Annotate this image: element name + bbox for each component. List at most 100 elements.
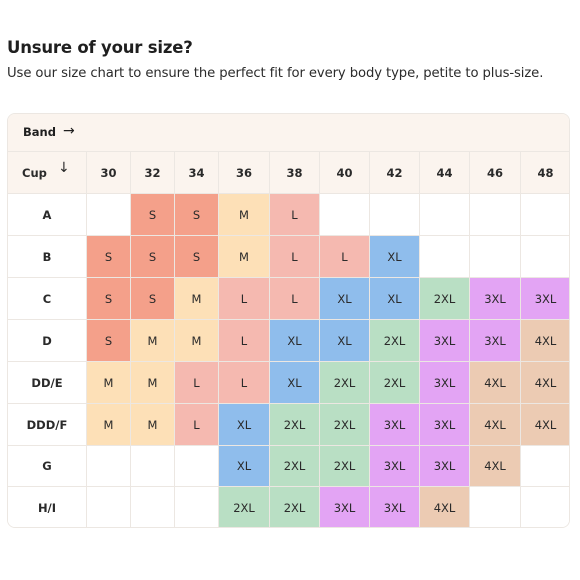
size-cell: 4XL: [470, 404, 521, 446]
size-cell: S: [175, 236, 219, 278]
band-header-42: 42: [370, 152, 420, 194]
size-cell: L: [219, 278, 270, 320]
size-cell: XL: [270, 362, 320, 404]
empty-cell: [521, 446, 569, 487]
empty-cell: [420, 194, 470, 236]
size-cell: 4XL: [521, 362, 569, 404]
cup-row-label: D: [8, 320, 87, 362]
empty-cell: [370, 194, 420, 236]
size-cell: 3XL: [370, 446, 420, 487]
size-cell: L: [320, 236, 370, 278]
cup-row-label: H/I: [8, 487, 87, 527]
size-cell: 2XL: [320, 404, 370, 446]
size-cell: 2XL: [420, 278, 470, 320]
size-cell: S: [131, 278, 175, 320]
size-cell: 2XL: [270, 404, 320, 446]
arrow-down-icon: ↓: [58, 160, 70, 176]
size-cell: L: [270, 236, 320, 278]
cup-row-label: DD/E: [8, 362, 87, 404]
size-cell: 2XL: [270, 487, 320, 527]
band-header-38: 38: [270, 152, 320, 194]
size-cell: M: [219, 194, 270, 236]
size-cell: 2XL: [370, 362, 420, 404]
size-cell: XL: [270, 320, 320, 362]
size-cell: S: [175, 194, 219, 236]
size-cell: 3XL: [470, 278, 521, 320]
empty-cell: [320, 194, 370, 236]
empty-cell: [521, 487, 569, 527]
size-cell: S: [87, 236, 131, 278]
empty-cell: [470, 236, 521, 278]
empty-cell: [87, 446, 131, 487]
size-chart-table: Band → Cup ↓ 30 32 34 36 38 40 42 44 46 48 A S S M L B S S S…: [7, 113, 570, 528]
size-cell: 3XL: [370, 404, 420, 446]
size-cell: XL: [320, 320, 370, 362]
empty-cell: [131, 446, 175, 487]
size-cell: S: [131, 236, 175, 278]
size-cell: 3XL: [420, 404, 470, 446]
empty-cell: [131, 487, 175, 527]
size-cell: 4XL: [470, 362, 521, 404]
band-header-36: 36: [219, 152, 270, 194]
size-cell: 2XL: [320, 362, 370, 404]
size-cell: 3XL: [420, 362, 470, 404]
size-cell: M: [131, 404, 175, 446]
band-header-48: 48: [521, 152, 569, 194]
cup-header-cell: Cup ↓: [8, 152, 87, 194]
band-header-30: 30: [87, 152, 131, 194]
size-cell: L: [219, 320, 270, 362]
size-cell: XL: [320, 278, 370, 320]
size-cell: M: [87, 404, 131, 446]
size-cell: 4XL: [420, 487, 470, 527]
cup-row-label: G: [8, 446, 87, 487]
size-cell: 3XL: [470, 320, 521, 362]
empty-cell: [175, 487, 219, 527]
size-cell: S: [87, 278, 131, 320]
cup-row-label: DDD/F: [8, 404, 87, 446]
empty-cell: [470, 487, 521, 527]
size-cell: 3XL: [420, 320, 470, 362]
size-cell: L: [175, 362, 219, 404]
size-cell: S: [131, 194, 175, 236]
cup-row-label: B: [8, 236, 87, 278]
size-cell: S: [87, 320, 131, 362]
size-cell: 4XL: [470, 446, 521, 487]
size-cell: M: [219, 236, 270, 278]
size-cell: 3XL: [370, 487, 420, 527]
band-header-44: 44: [420, 152, 470, 194]
empty-cell: [420, 236, 470, 278]
size-cell: 3XL: [320, 487, 370, 527]
size-cell: M: [175, 278, 219, 320]
cup-row-label: A: [8, 194, 87, 236]
band-header-40: 40: [320, 152, 370, 194]
size-cell: L: [175, 404, 219, 446]
page-title: Unsure of your size?: [7, 38, 193, 57]
size-cell: XL: [219, 446, 270, 487]
size-cell: XL: [219, 404, 270, 446]
size-cell: 2XL: [370, 320, 420, 362]
size-cell: 3XL: [521, 278, 569, 320]
size-cell: M: [131, 320, 175, 362]
size-cell: 3XL: [420, 446, 470, 487]
band-header-46: 46: [470, 152, 521, 194]
size-cell: XL: [370, 278, 420, 320]
band-header-34: 34: [175, 152, 219, 194]
size-cell: M: [131, 362, 175, 404]
empty-cell: [470, 194, 521, 236]
arrow-right-icon: →: [63, 123, 75, 139]
size-cell: 4XL: [521, 320, 569, 362]
size-cell: 2XL: [219, 487, 270, 527]
empty-cell: [521, 194, 569, 236]
band-header-row: Band →: [8, 114, 569, 152]
size-cell: XL: [370, 236, 420, 278]
band-label: Band: [23, 125, 56, 139]
size-cell: 2XL: [270, 446, 320, 487]
empty-cell: [87, 487, 131, 527]
empty-cell: [87, 194, 131, 236]
size-cell: 4XL: [521, 404, 569, 446]
size-cell: L: [219, 362, 270, 404]
cup-label: Cup: [22, 165, 47, 180]
page-subtitle: Use our size chart to ensure the perfect…: [7, 66, 544, 81]
empty-cell: [521, 236, 569, 278]
